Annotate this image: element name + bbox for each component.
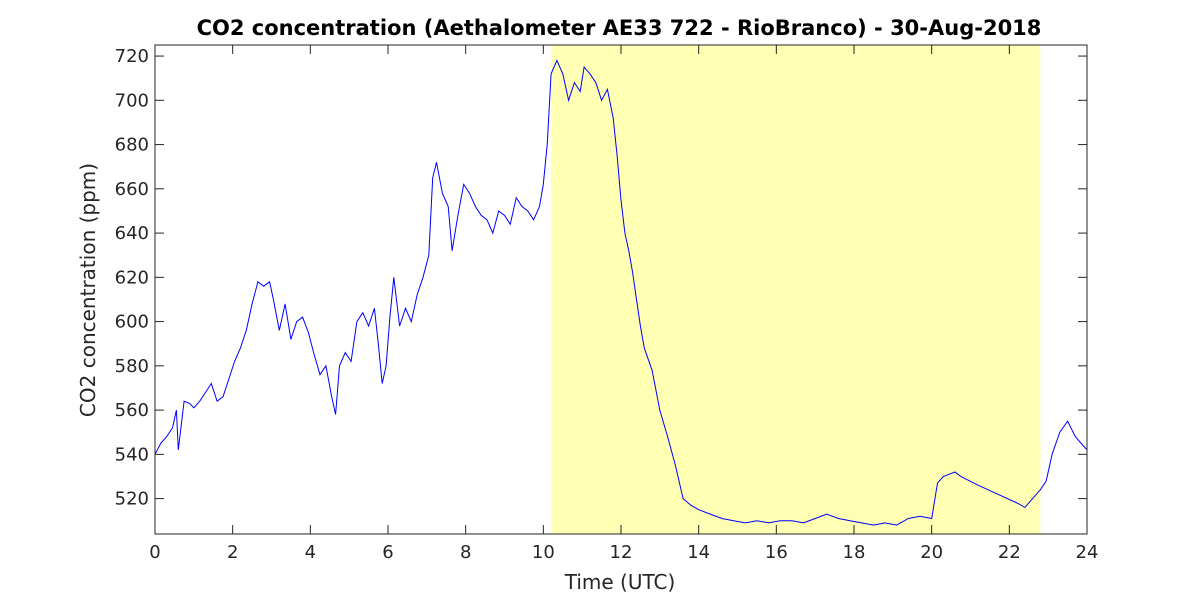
x-axis-ticks: 0 2 4 6 8 10 12 14 16 18 20 22 24 bbox=[149, 45, 1098, 563]
y-tick-label: 640 bbox=[115, 223, 149, 244]
x-tick-label: 12 bbox=[610, 542, 633, 563]
y-axis-label: CO2 concentration (ppm) bbox=[76, 163, 100, 417]
y-tick-label: 600 bbox=[115, 312, 149, 333]
x-tick-label: 8 bbox=[460, 542, 471, 563]
x-tick-label: 22 bbox=[998, 542, 1021, 563]
x-tick-label: 16 bbox=[765, 542, 788, 563]
chart-title: CO2 concentration (Aethalometer AE33 722… bbox=[197, 16, 1042, 40]
x-axis-label: Time (UTC) bbox=[564, 570, 676, 594]
y-tick-label: 680 bbox=[115, 135, 149, 156]
y-axis-ticks: 520 540 560 580 600 620 640 660 680 700 720 bbox=[115, 46, 1087, 510]
x-tick-label: 4 bbox=[305, 542, 316, 563]
plot-area: 0 2 4 6 8 10 12 14 16 18 20 22 24 520540560580600620… bbox=[115, 44, 1098, 563]
y-tick-label: 660 bbox=[115, 179, 149, 200]
x-tick-label: 20 bbox=[920, 542, 943, 563]
y-tick-label: 540 bbox=[115, 444, 149, 465]
highlight-band bbox=[551, 45, 1041, 534]
x-tick-label: 10 bbox=[532, 542, 555, 563]
x-tick-label: 18 bbox=[843, 542, 866, 563]
x-tick-label: 14 bbox=[687, 542, 710, 563]
y-tick-label: 520 bbox=[115, 489, 149, 510]
x-tick-label: 0 bbox=[149, 542, 160, 563]
y-tick-label: 560 bbox=[115, 400, 149, 421]
x-tick-label: 24 bbox=[1076, 542, 1099, 563]
x-tick-label: 2 bbox=[227, 542, 238, 563]
series-line-co2 bbox=[154, 59, 1088, 526]
x-tick-label: 6 bbox=[382, 542, 393, 563]
y-tick-label: 580 bbox=[115, 356, 149, 377]
y-tick-label: 620 bbox=[115, 267, 149, 288]
y-tick-label: 720 bbox=[115, 46, 149, 67]
y-tick-label: 700 bbox=[115, 90, 149, 111]
